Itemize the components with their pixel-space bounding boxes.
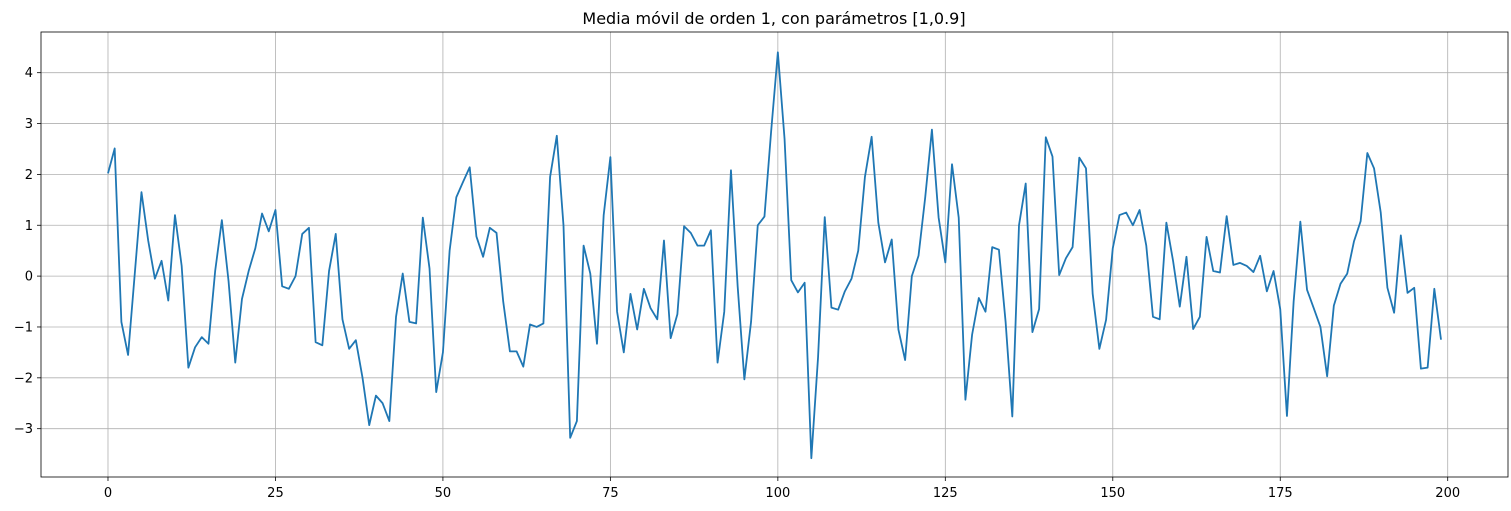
- x-tick-label: 25: [267, 486, 284, 501]
- y-tick-label: 4: [25, 66, 33, 81]
- x-tick-label: 200: [1435, 486, 1460, 501]
- x-tick-label: 125: [933, 486, 958, 501]
- x-tick-label: 100: [765, 486, 790, 501]
- chart-title: Media móvil de orden 1, con parámetros […: [582, 9, 965, 28]
- plot-frame: [40, 31, 1509, 478]
- series-line: [107, 51, 1442, 460]
- y-tick-label: 2: [25, 168, 33, 183]
- x-tick-label: 75: [602, 486, 619, 501]
- x-tick-label: 0: [104, 486, 112, 501]
- x-tick-label: 50: [435, 486, 452, 501]
- x-tick-label: 150: [1100, 486, 1125, 501]
- x-axis: 0 25 50 75 100 125 150 175 200: [104, 477, 1460, 501]
- y-tick-label: 3: [25, 117, 33, 132]
- y-tick-label: 0: [25, 270, 33, 285]
- y-axis: −3 −2 −1 0 1 2 3 4: [14, 66, 41, 437]
- y-tick-label: −1: [14, 320, 33, 335]
- y-tick-label: 1: [25, 219, 33, 234]
- x-tick-label: 175: [1268, 486, 1293, 501]
- y-tick-label: −3: [14, 422, 33, 437]
- series: [107, 51, 1442, 460]
- y-tick-label: −2: [14, 371, 33, 386]
